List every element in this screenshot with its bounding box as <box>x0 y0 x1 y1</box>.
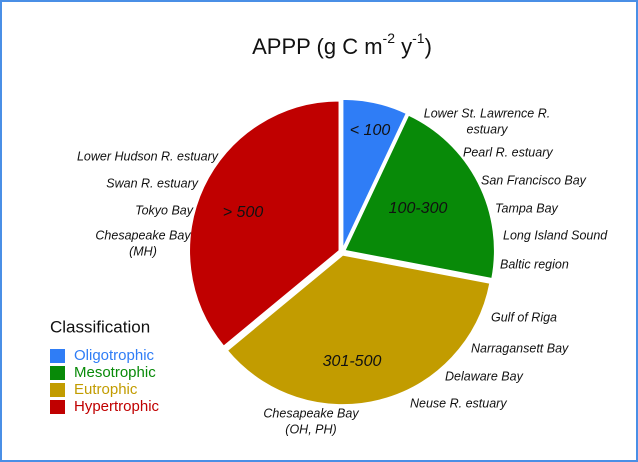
legend-swatch <box>50 366 65 380</box>
site-label: Tokyo Bay <box>135 203 194 217</box>
legend-swatch <box>50 349 65 363</box>
site-label: Lower St. Lawrence R. <box>424 106 550 120</box>
legend-label: Eutrophic <box>74 381 138 398</box>
slice-label: < 100 <box>350 122 391 139</box>
title-superscript: -1 <box>412 30 425 46</box>
legend-swatch <box>50 383 65 397</box>
site-label: Delaware Bay <box>445 369 524 383</box>
pie-slice <box>341 98 408 250</box>
site-label: Narragansett Bay <box>471 341 569 355</box>
site-label: estuary <box>467 122 509 136</box>
title-text: y <box>395 34 412 59</box>
slice-label: 301-500 <box>323 353 382 370</box>
site-label: Neuse R. estuary <box>410 396 507 410</box>
site-label: Gulf of Riga <box>491 310 557 324</box>
chart-title: APPP (g C m-2 y-1) <box>252 30 432 59</box>
title-text: APPP (g C m <box>252 34 382 59</box>
legend-label: Mesotrophic <box>74 364 156 381</box>
legend-label: Oligotrophic <box>74 347 155 364</box>
site-label: Chesapeake Bay <box>263 406 359 420</box>
legend-title: Classification <box>50 317 150 336</box>
site-label: Baltic region <box>500 257 569 271</box>
site-label: (OH, PH) <box>285 422 336 436</box>
title-text: ) <box>425 34 432 59</box>
pie-slice <box>343 113 496 280</box>
slice-label: > 500 <box>223 204 264 221</box>
site-label: Lower Hudson R. estuary <box>77 149 219 163</box>
site-label: Long Island Sound <box>503 228 608 242</box>
site-label: Chesapeake Bay <box>95 228 191 242</box>
site-label: Tampa Bay <box>495 201 559 215</box>
site-label: Pearl R. estuary <box>463 145 553 159</box>
slice-label: 100-300 <box>389 200 448 217</box>
title-superscript: -2 <box>383 30 396 46</box>
pie-slice <box>188 99 341 348</box>
site-label: San Francisco Bay <box>481 173 587 187</box>
site-label: (MH) <box>129 244 157 258</box>
legend-label: Hypertrophic <box>74 398 160 415</box>
pie-slice <box>226 254 491 406</box>
site-label: Swan R. estuary <box>106 176 198 190</box>
legend-swatch <box>50 400 65 414</box>
